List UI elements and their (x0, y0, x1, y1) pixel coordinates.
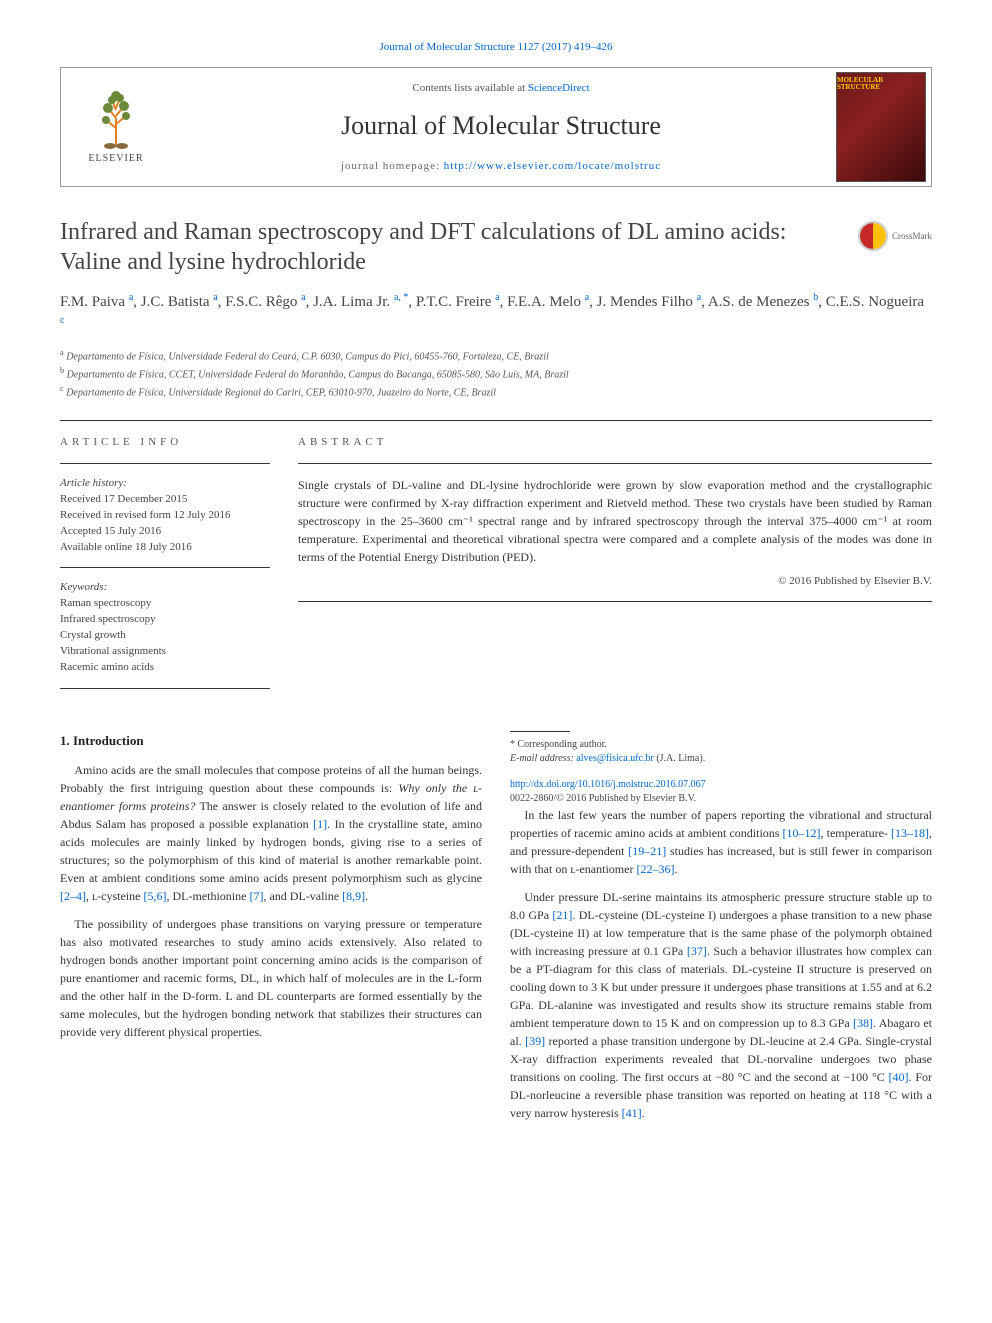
keyword: Racemic amino acids (60, 660, 270, 676)
elsevier-tree-icon (88, 88, 144, 150)
history-label: Article history: (60, 476, 270, 492)
keywords-label: Keywords: (60, 580, 270, 596)
article-title: Infrared and Raman spectroscopy and DFT … (60, 217, 844, 277)
section-divider (60, 420, 932, 421)
body-paragraph: The possibility of undergoes phase trans… (60, 915, 482, 1041)
crossmark-badge[interactable]: CrossMark (858, 221, 932, 251)
sciencedirect-link[interactable]: ScienceDirect (528, 82, 590, 94)
homepage-prefix: journal homepage: (341, 160, 444, 172)
affiliation-b: b Departamento de Física, CCET, Universi… (60, 365, 932, 383)
accepted-date: Accepted 15 July 2016 (60, 524, 270, 540)
corresponding-author-note: * Corresponding author. (510, 738, 932, 752)
abstract-text: Single crystals of DL-valine and DL-lysi… (298, 476, 932, 566)
elsevier-logo: ELSEVIER (61, 77, 171, 177)
contents-prefix: Contents lists available at (412, 82, 527, 94)
crossmark-icon (858, 221, 888, 251)
email-label: E-mail address: (510, 753, 576, 764)
abstract-heading: ABSTRACT (298, 435, 932, 450)
elsevier-wordmark: ELSEVIER (88, 152, 143, 166)
author-list: F.M. Paiva a, J.C. Batista a, F.S.C. Rêg… (60, 291, 932, 337)
affiliation-a: a Departamento de Física, Universidade F… (60, 347, 932, 365)
keyword: Vibrational assignments (60, 644, 270, 660)
received-date: Received 17 December 2015 (60, 492, 270, 508)
keyword: Crystal growth (60, 628, 270, 644)
online-date: Available online 18 July 2016 (60, 540, 270, 556)
email-line: E-mail address: alves@fisica.ufc.br (J.A… (510, 752, 932, 766)
abstract-divider-bottom (298, 601, 932, 602)
journal-name: Journal of Molecular Structure (171, 108, 831, 144)
body-paragraph: Under pressure DL-serine maintains its a… (510, 888, 932, 1122)
article-info-heading: ARTICLE INFO (60, 435, 270, 450)
info-divider (60, 463, 270, 464)
doi-block: http://dx.doi.org/10.1016/j.molstruc.201… (510, 778, 932, 806)
article-info-column: ARTICLE INFO Article history: Received 1… (60, 435, 270, 701)
keyword: Infrared spectroscopy (60, 612, 270, 628)
homepage-line: journal homepage: http://www.elsevier.co… (171, 159, 831, 174)
footnotes: * Corresponding author. E-mail address: … (510, 738, 932, 766)
issn-copyright-line: 0022-2860/© 2016 Published by Elsevier B… (510, 793, 696, 804)
abstract-column: ABSTRACT Single crystals of DL-valine an… (298, 435, 932, 701)
footnote-separator (510, 731, 570, 732)
article-body: 1. Introduction Amino acids are the smal… (60, 731, 932, 1122)
crossmark-label: CrossMark (892, 230, 932, 243)
article-history: Article history: Received 17 December 20… (60, 476, 270, 556)
doi-link[interactable]: http://dx.doi.org/10.1016/j.molstruc.201… (510, 779, 706, 790)
email-author-name: (J.A. Lima). (654, 753, 705, 764)
email-link[interactable]: alves@fisica.ufc.br (576, 753, 654, 764)
journal-header: ELSEVIER Contents lists available at Sci… (60, 67, 932, 187)
info-divider (60, 567, 270, 568)
revised-date: Received in revised form 12 July 2016 (60, 508, 270, 524)
abstract-divider (298, 463, 932, 464)
affiliations: a Departamento de Física, Universidade F… (60, 347, 932, 400)
journal-citation[interactable]: Journal of Molecular Structure 1127 (201… (60, 40, 932, 55)
body-paragraph: In the last few years the number of pape… (510, 806, 932, 878)
journal-cover-thumbnail: MOLECULAR STRUCTURE (836, 72, 926, 182)
keyword: Raman spectroscopy (60, 596, 270, 612)
header-center: Contents lists available at ScienceDirec… (171, 81, 831, 174)
abstract-copyright: © 2016 Published by Elsevier B.V. (298, 574, 932, 589)
contents-lists-line: Contents lists available at ScienceDirec… (171, 81, 831, 96)
info-divider (60, 688, 270, 689)
cover-label: MOLECULAR STRUCTURE (837, 77, 921, 91)
homepage-link[interactable]: http://www.elsevier.com/locate/molstruc (444, 160, 661, 172)
body-paragraph: Amino acids are the small molecules that… (60, 761, 482, 905)
affiliation-c: c Departamento de Física, Universidade R… (60, 383, 932, 401)
keywords-block: Keywords: Raman spectroscopy Infrared sp… (60, 580, 270, 676)
section-heading-introduction: 1. Introduction (60, 731, 482, 751)
